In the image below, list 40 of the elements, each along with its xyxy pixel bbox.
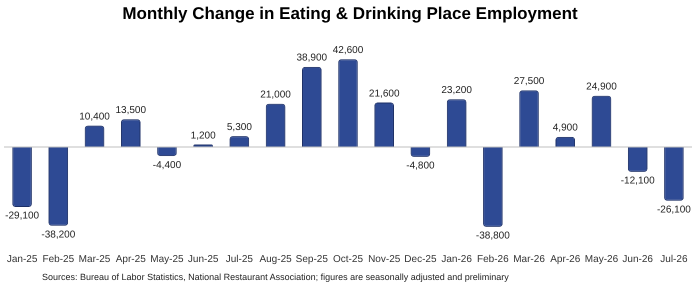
chart-title: Monthly Change in Eating & Drinking Place Employment [121,3,579,25]
data-label: 38,900 [296,52,328,64]
x-tick-label: Nov-25 [368,254,401,265]
data-label: -12,100 [620,176,656,187]
data-label: 5,300 [226,122,252,133]
x-tick-label: Mar-26 [513,254,546,265]
x-tick-label: Apr-25 [116,254,146,265]
x-tick-label: Jul-26 [660,254,688,265]
data-label: -29,100 [5,210,40,222]
data-label: -4,800 [406,160,436,172]
x-tick-label: Dec-25 [404,254,437,265]
x-tick-label: Jan-26 [441,254,472,265]
x-tick-label: Jul-25 [226,254,254,265]
data-label: 13,500 [115,104,146,116]
x-tick-label: Feb-25 [42,254,75,265]
x-tick-label: Feb-26 [477,254,510,265]
data-label: 10,400 [79,111,110,122]
x-tick-label: Jun-25 [188,254,219,265]
data-label: 27,500 [514,76,545,88]
source-note: Sources: Bureau of Labor Statistics, National Restaurant Association; figures are seasonally adjusted and preliminary [41,272,510,282]
x-tick-label: Apr-26 [550,254,581,265]
x-tick-label: Jun-26 [622,254,654,265]
data-label: -4,400 [152,160,182,171]
data-label: 21,000 [260,89,292,100]
x-tick-label: May-26 [584,254,619,265]
data-label: 21,600 [368,88,400,100]
data-label: 4,900 [552,122,578,134]
x-tick-label: Mar-25 [78,254,111,265]
x-tick-label: Aug-25 [259,254,292,265]
x-tick-label: Jan-25 [6,254,38,265]
data-label: -38,200 [41,229,76,240]
data-label: -26,100 [656,204,692,216]
data-label: 1,200 [190,130,216,142]
x-tick-label: May-25 [150,254,184,265]
data-label: 42,600 [332,44,364,56]
x-tick-label: Oct-25 [332,254,364,265]
data-label: 23,200 [441,84,472,96]
x-tick-label: Sep-25 [296,254,328,265]
data-label: 24,900 [586,81,618,92]
data-label: -38,800 [476,230,510,242]
